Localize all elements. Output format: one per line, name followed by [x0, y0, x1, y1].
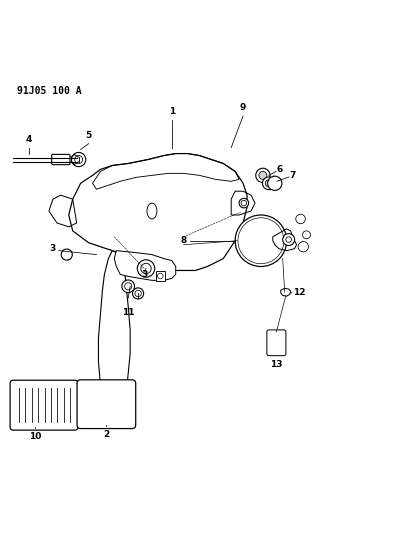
Text: 3: 3 [50, 244, 56, 253]
Circle shape [268, 176, 282, 190]
Text: 11: 11 [122, 308, 134, 317]
Text: 5: 5 [85, 131, 92, 140]
Polygon shape [99, 251, 130, 413]
FancyBboxPatch shape [77, 380, 136, 429]
Circle shape [283, 233, 294, 246]
Circle shape [265, 180, 273, 187]
Text: 3: 3 [141, 270, 147, 279]
Text: 4: 4 [26, 135, 32, 144]
Text: 8: 8 [180, 236, 187, 245]
Circle shape [259, 172, 267, 179]
Circle shape [239, 198, 249, 208]
Circle shape [61, 249, 72, 260]
Circle shape [256, 168, 270, 182]
Circle shape [132, 288, 144, 299]
Polygon shape [114, 251, 176, 280]
FancyBboxPatch shape [267, 330, 286, 356]
Text: 7: 7 [290, 171, 296, 180]
Text: 91J05 100 A: 91J05 100 A [17, 86, 82, 96]
Circle shape [241, 200, 247, 206]
Circle shape [263, 177, 275, 190]
Text: 13: 13 [270, 360, 282, 369]
FancyBboxPatch shape [156, 271, 165, 281]
Circle shape [122, 280, 134, 293]
Text: 1: 1 [169, 107, 175, 116]
Text: 10: 10 [29, 432, 41, 441]
Text: 9: 9 [240, 103, 246, 112]
Circle shape [141, 263, 151, 273]
Circle shape [137, 260, 155, 277]
Text: 2: 2 [103, 430, 109, 439]
Text: 12: 12 [292, 288, 305, 297]
Text: 6: 6 [277, 165, 283, 174]
Circle shape [235, 215, 286, 266]
